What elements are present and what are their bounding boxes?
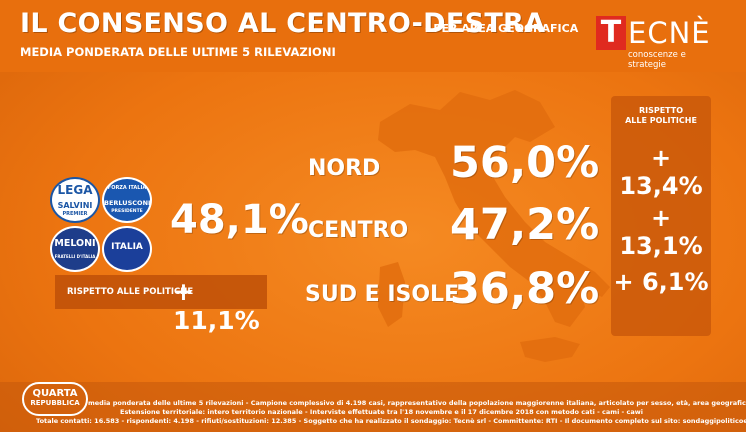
footer-logo-line1: QUARTA bbox=[32, 388, 78, 399]
footer-bar bbox=[0, 382, 746, 432]
fdi-logo-sub: FRATELLI D'ITALIA bbox=[54, 254, 96, 259]
region-value-sud: 36,8% bbox=[450, 264, 600, 314]
delta-header-line2: ALLE POLITICHE bbox=[625, 116, 697, 125]
page-title: IL CONSENSO AL CENTRO-DESTRA bbox=[20, 8, 546, 39]
delta-value-nord: + 13,4% bbox=[619, 144, 703, 200]
italy-map-icon bbox=[378, 90, 610, 362]
region-value-nord: 56,0% bbox=[450, 138, 600, 188]
region-label-centro: CENTRO bbox=[308, 218, 409, 243]
region-label-sud: SUD E ISOLE bbox=[305, 282, 460, 307]
forza-italia-logo: FORZA ITALIA BERLUSCONI PRESIDENTE bbox=[102, 177, 152, 223]
delta-value-sud: + 6,1% bbox=[613, 268, 709, 296]
delta-column-header: RISPETTO ALLE POLITICHE bbox=[611, 106, 711, 126]
fi-logo-name: BERLUSCONI bbox=[104, 199, 151, 207]
fi-logo-sub: PRESIDENTE bbox=[111, 209, 143, 214]
lega-logo: LEGA SALVINI PREMIER bbox=[50, 177, 100, 223]
total-delta-value: + 11,1% bbox=[173, 277, 260, 335]
region-label-nord: NORD bbox=[308, 156, 381, 181]
party-logos: LEGA SALVINI PREMIER FORZA ITALIA BERLUS… bbox=[50, 177, 152, 273]
delta-value-centro: + 13,1% bbox=[619, 204, 703, 260]
footer-methodology-3: Totale contatti: 16.583 - rispondenti: 4… bbox=[36, 417, 746, 425]
logo-mark: T bbox=[596, 16, 626, 50]
total-delta-label: RISPETTO ALLE POLITICHE bbox=[67, 287, 194, 297]
logo-tagline: conoscenze e strategie bbox=[628, 50, 686, 70]
logo-wordmark: ECNÈ bbox=[628, 16, 711, 50]
lega-logo-title: LEGA bbox=[57, 183, 93, 197]
fdi-logo-name: MELONI bbox=[54, 238, 96, 249]
lega-logo-sub: PREMIER bbox=[62, 211, 88, 217]
footer-logo-line2: REPUBBLICA bbox=[30, 399, 80, 407]
delta-header-line1: RISPETTO bbox=[638, 106, 684, 115]
footer-methodology-2: Estensione territoriale: intero territor… bbox=[120, 408, 643, 416]
delta-column: RISPETTO ALLE POLITICHE + 13,4% + 13,1% … bbox=[611, 96, 711, 336]
noi-con-italia-logo: ITALIA bbox=[102, 226, 152, 272]
footer-methodology-1: media ponderata delle ultime 5 rilevazio… bbox=[88, 399, 746, 407]
fratelli-italia-logo: MELONI FRATELLI D'ITALIA bbox=[50, 226, 100, 272]
lega-logo-name: SALVINI bbox=[57, 201, 93, 210]
tecne-logo: T ECNÈ conoscenze e strategie bbox=[596, 14, 720, 70]
page-subtitle-area: - PER AREA GEOGRAFICA bbox=[425, 22, 579, 35]
fi-logo-title: FORZA ITALIA bbox=[107, 185, 147, 191]
total-consensus-value: 48,1% bbox=[170, 197, 309, 243]
total-delta-box: RISPETTO ALLE POLITICHE + 11,1% bbox=[55, 275, 267, 335]
quarta-repubblica-logo: QUARTA REPUBBLICA bbox=[22, 382, 88, 416]
nci-logo-name: ITALIA bbox=[111, 242, 143, 252]
region-value-centro: 47,2% bbox=[450, 200, 600, 250]
page-subtitle: MEDIA PONDERATA DELLE ULTIME 5 RILEVAZIO… bbox=[20, 45, 336, 59]
